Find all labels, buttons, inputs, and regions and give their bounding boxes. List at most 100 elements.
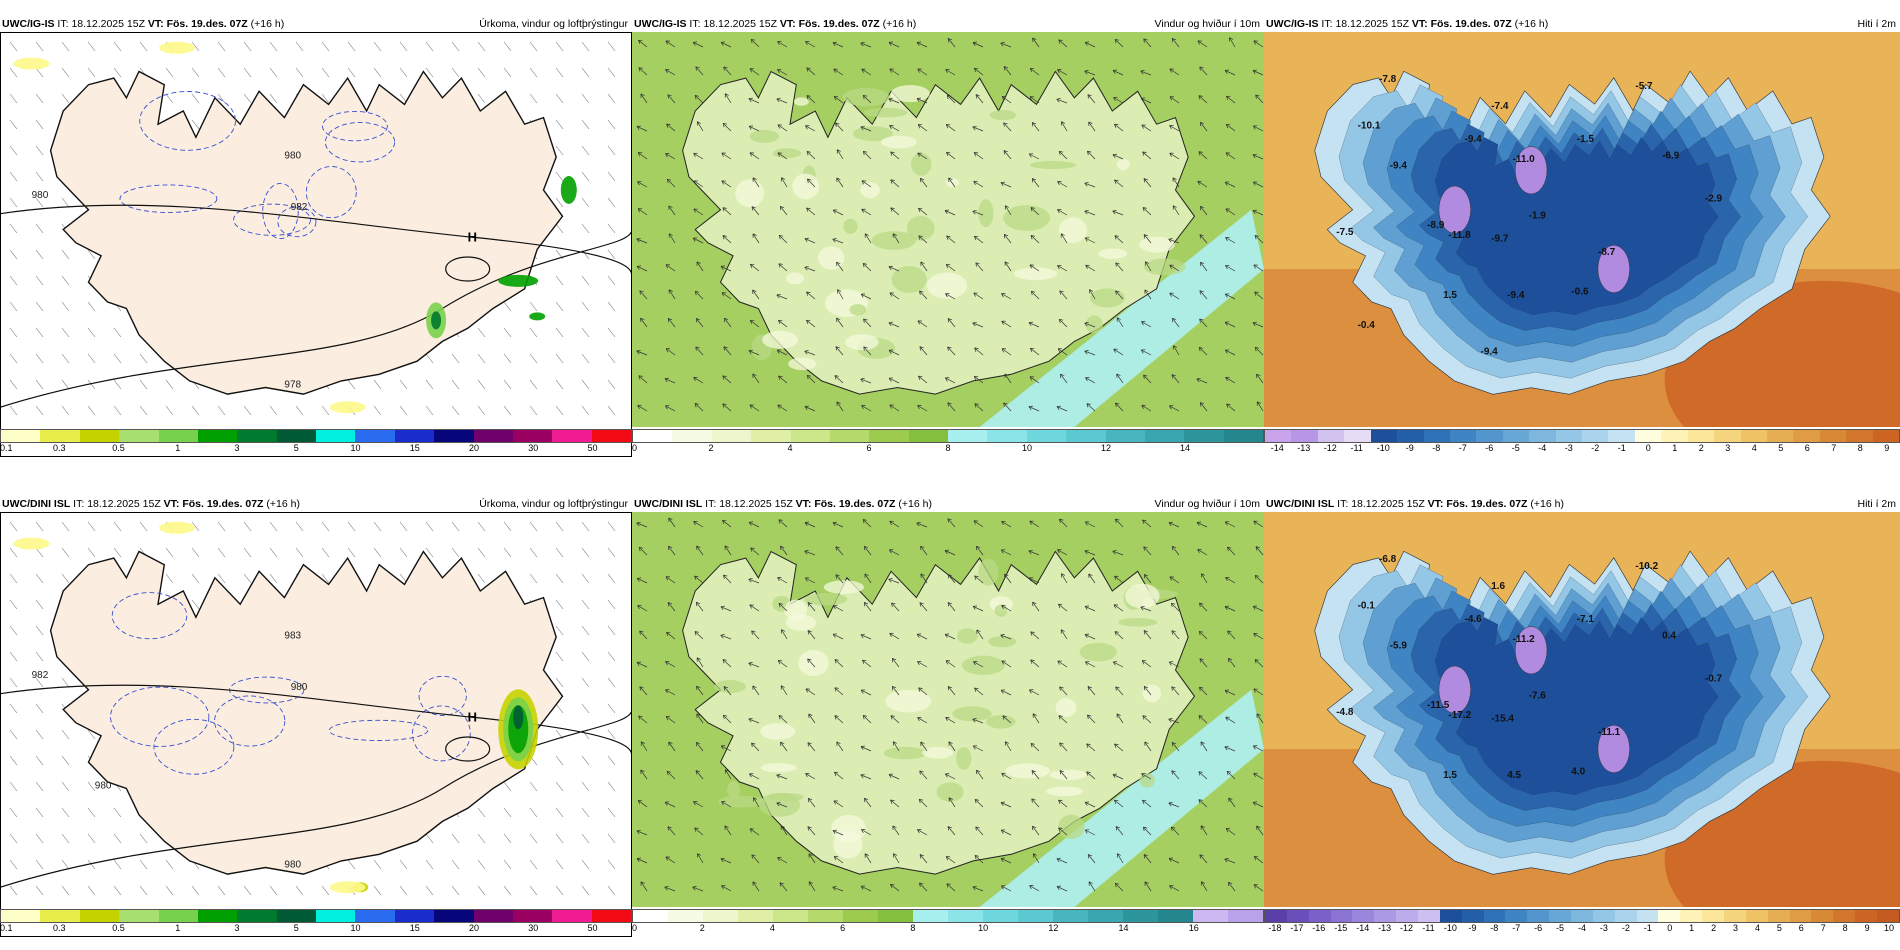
temperature-label: -0.1 [1358,601,1376,612]
colorbar-swatch [1105,430,1145,442]
colorbar-swatch [1819,430,1847,442]
temperature-label: -5.7 [1635,81,1653,92]
colorbar-tick-label: 0.3 [53,923,66,933]
colorbar-tick-label: 0 [1667,923,1673,933]
colorbar-swatch [1608,430,1635,442]
colorbar-swatch [738,910,773,922]
colorbar-ticks: 0 2 4 6 8 10 12 14 16 [632,923,1264,935]
colorbar-swatch [1855,910,1878,922]
valid-time: Fös. 19.des. 07Z [814,498,896,510]
init-time: 18.12.2025 15Z [87,498,161,510]
colorbar-tick-label: -6 [1485,443,1494,453]
colorbar-swatch [237,430,277,442]
forecast-map-wind [632,32,1264,427]
temperature-label: -11.0 [1513,154,1536,165]
colorbar-tick-label: -14 [1356,923,1370,933]
valid-time: Fös. 19.des. 07Z [798,18,880,30]
temperature-label: -11.8 [1448,230,1471,241]
colorbar-tick-label: 0.5 [112,443,125,453]
forecast-map-wind [632,512,1264,907]
colorbar-swatch [1374,910,1397,922]
init-time-label: IT: [1337,498,1349,510]
colorbar-swatch [40,430,80,442]
colorbar-ticks: 0.1 0.3 0.5 1 3 5 10 15 20 30 50 [0,923,632,935]
temperature-label: -9.4 [1507,290,1525,301]
colorbar-swatch [1158,910,1193,922]
colorbar-swatch [1053,910,1088,922]
colorbar-swatch [1714,430,1741,442]
colorbar-swatch [1397,430,1424,442]
colorbar-ticks: -14 -13 -12 -11 -10 -9 -8 -7 -6 -5 -4 -3 -2 -1 0 1 2 3 4 5 6… [1264,443,1900,455]
init-time: 18.12.2025 15Z [719,498,793,510]
colorbar-tick-label: 0.1 [0,443,13,453]
colorbar-tick-label: 14 [1179,443,1191,453]
colorbar-tick-label: -1 [1617,443,1626,453]
temperature-label: -8.7 [1598,247,1616,258]
forecast-panel-precip: UWC/DINI ISL IT: 18.12.2025 15Z VT: Fös.… [0,496,632,937]
map-canvas: -6.8 -0.1 -5.9 1.6 -4.6 -11.2 -7.1 -10.2 0.4 -4.8… [1264,512,1900,907]
colorbar-swatch [1833,910,1856,922]
colorbar-swatch [1317,430,1345,442]
colorbar-swatch [1396,910,1419,922]
colorbar-swatch [1789,910,1812,922]
colorbar-tick-label: -10 [1376,443,1390,453]
colorbar-swatch [633,910,668,922]
colorbar-tick-label: 4 [1754,923,1760,933]
valid-time-label: VT: [147,18,164,30]
forecast-panel-temp: UWC/DINI ISL IT: 18.12.2025 15Z VT: Fös.… [1264,496,1900,937]
forecast-map-precip: H 980 982 980 978 [0,32,632,427]
colorbar-swatch [1702,910,1725,922]
colorbar-tick-label: 7 [1831,443,1837,453]
colorbar-tick-label: 4 [787,443,793,453]
colorbar-swatch [355,910,395,922]
colorbar [1264,429,1900,443]
colorbar-swatch [829,430,870,442]
colorbar-swatch [1439,910,1462,922]
colorbar-tick-label: 50 [587,443,598,453]
colorbar-tick-label: 0.1 [0,923,13,933]
colorbar-swatch [1680,910,1703,922]
model-name: UWC/DINI ISL [1266,498,1335,510]
panel-header: UWC/IG-IS IT: 18.12.2025 15Z VT: Fös. 19… [632,16,1264,32]
colorbar-tick-label: -9 [1405,443,1414,453]
colorbar-swatch [79,430,120,442]
valid-time-label: VT: [779,18,796,30]
colorbar-swatch [591,910,631,922]
colorbar [0,909,632,923]
forecast-panel-wind: UWC/DINI ISL IT: 18.12.2025 15Z VT: Fös.… [632,496,1264,937]
colorbar-swatch [119,430,159,442]
run-info: UWC/DINI ISL IT: 18.12.2025 15Z VT: Fös.… [1266,496,1564,512]
colorbar-tick-label: 6 [866,443,872,453]
colorbar-swatch [1767,430,1794,442]
run-info: UWC/IG-IS IT: 18.12.2025 15Z VT: Fös. 19… [1266,16,1548,32]
colorbar-swatch [1418,910,1440,922]
isobar-label: 980 [95,781,112,792]
map-canvas [632,32,1264,427]
colorbar-tick-label: 12 [1100,443,1112,453]
colorbar-swatch [276,430,316,442]
colorbar [0,429,632,443]
colorbar-tick-label: 20 [468,923,480,933]
colorbar-ticks: -18 -17 -16 -15 -14 -13 -12 -11 -10 -9 -8 -7 -6 -5 -4-… [1264,923,1900,935]
colorbar-tick-label: -2 [1621,923,1630,933]
panel-title: Úrkoma, vindur og loftþrýstingur [479,18,628,30]
temperature-label: -11.2 [1513,634,1536,645]
temperature-label: -2.9 [1705,194,1723,205]
colorbar-swatch [316,430,356,442]
colorbar-ticks: 0 2 4 6 8 10 12 14 [632,443,1264,455]
colorbar-tick-label: 16 [1188,923,1199,933]
colorbar-swatch [633,430,673,442]
colorbar-tick-label: -8 [1490,923,1499,933]
temperature-label: -10.2 [1635,561,1658,572]
colorbar-tick-label: 10 [1021,443,1033,453]
temperature-label: -4.6 [1465,614,1483,625]
colorbar-tick-label: 2 [1698,443,1704,453]
colorbar-tick-label: -6 [1534,923,1543,933]
colorbar-tick-label: 2 [1711,923,1717,933]
colorbar-swatch [1549,910,1572,922]
temperature-label: -7.1 [1577,614,1595,625]
colorbar-swatch [703,910,738,922]
isobar-label: 980 [284,150,301,161]
temperature-label: -0.4 [1358,320,1376,331]
colorbar-tick-label: 2 [699,923,705,933]
